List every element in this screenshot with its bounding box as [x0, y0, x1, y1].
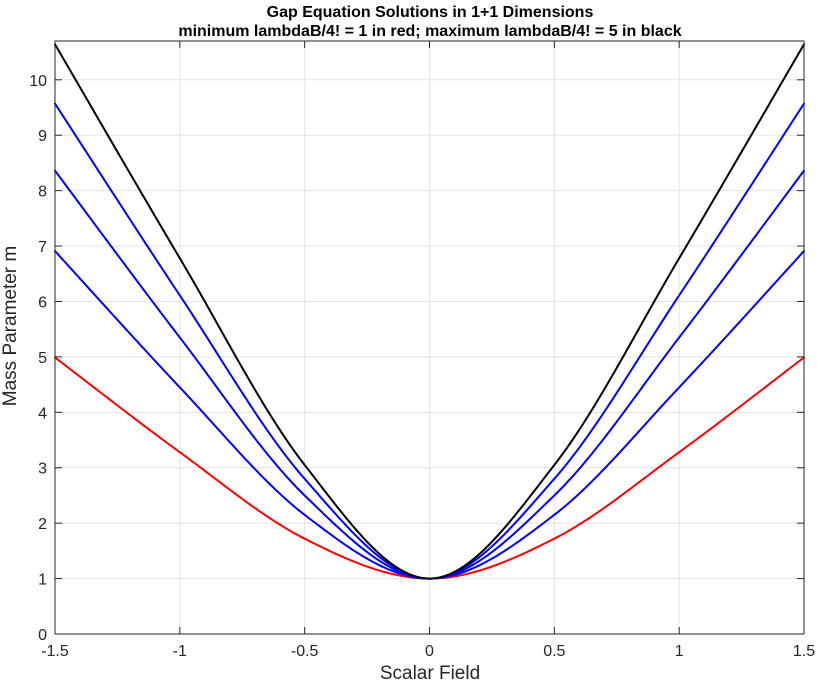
grid: [54, 41, 805, 635]
x-tick-label: -1: [173, 643, 187, 660]
y-tick-label: 1: [38, 572, 47, 589]
y-tick-labels: 0 1 2 3 4 5 6 7 8 9 10: [29, 73, 47, 644]
y-tick-label: 9: [38, 128, 47, 145]
x-tick-labels: -1.5 -1 -0.5 0 0.5 1 1.5: [41, 643, 815, 660]
x-tick-label: 0.5: [543, 643, 565, 660]
y-tick-label: 3: [38, 461, 47, 478]
y-tick-label: 0: [38, 627, 47, 644]
chart-title: Gap Equation Solutions in 1+1 Dimensions: [267, 4, 594, 21]
series-line-4: [54, 43, 805, 580]
y-tick-label: 4: [38, 405, 47, 422]
x-tick-label: 1.5: [793, 643, 815, 660]
y-tick-label: 5: [38, 350, 47, 367]
y-tick-label: 6: [38, 294, 47, 311]
y-tick-label: 10: [29, 73, 47, 90]
y-tick-label: 8: [38, 184, 47, 201]
y-tick-label: 2: [38, 516, 47, 533]
x-tick-label: 1: [675, 643, 684, 660]
x-tick-label: -1.5: [41, 643, 69, 660]
x-tick-label: 0: [425, 643, 434, 660]
plot-frame: [54, 40, 805, 635]
y-axis-label: Mass Parameter m: [0, 246, 21, 406]
axes: [54, 40, 805, 635]
series-layer: [54, 43, 805, 580]
chart-subtitle: minimum lambdaB/4! = 1 in red; maximum l…: [178, 23, 681, 40]
x-axis-label: Scalar Field: [380, 663, 480, 684]
x-tick-label: -0.5: [291, 643, 319, 660]
y-tick-label: 7: [38, 239, 47, 256]
